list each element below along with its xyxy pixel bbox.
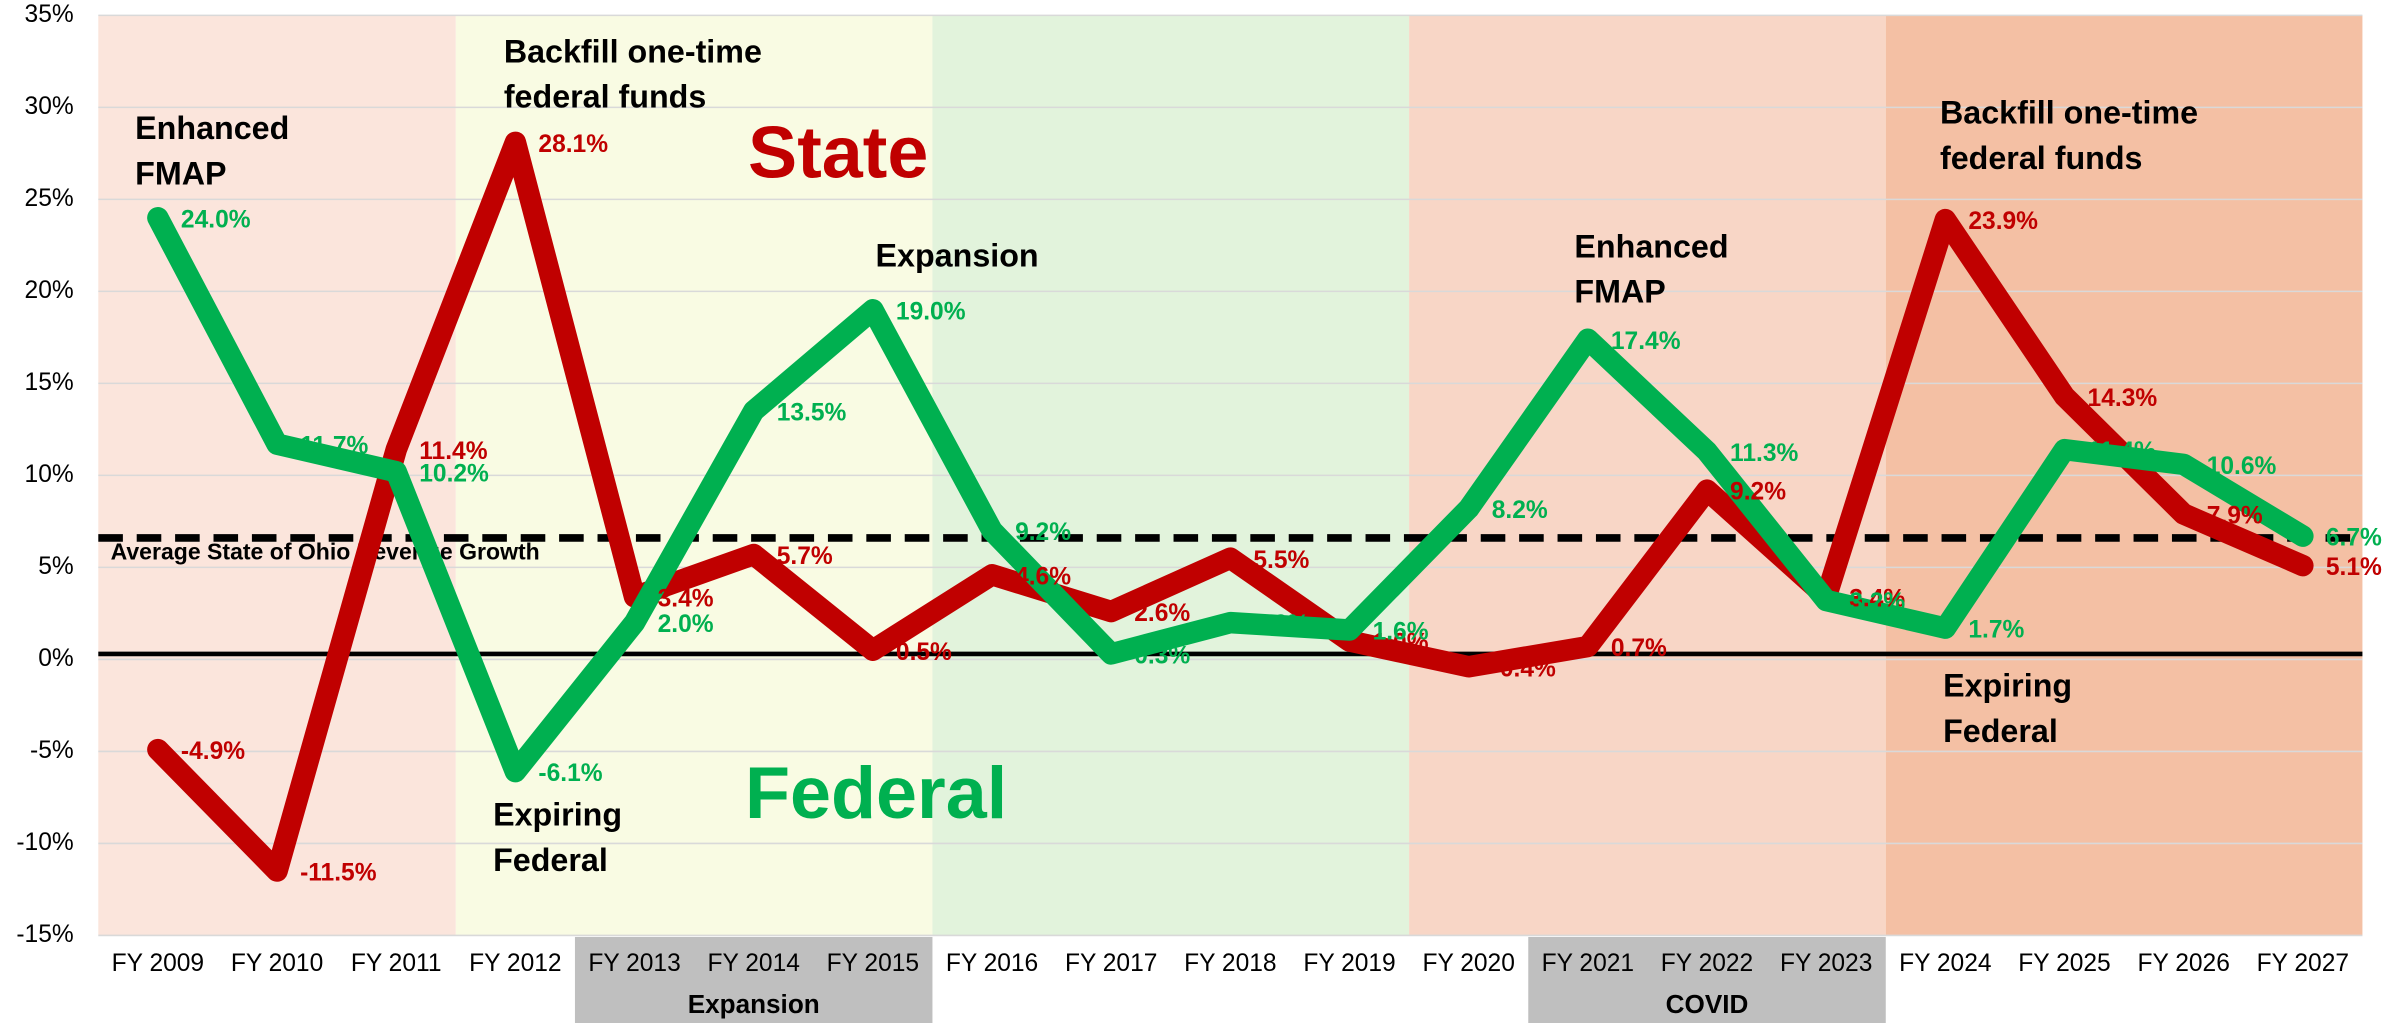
- y-tick-label: 10%: [25, 461, 74, 488]
- annotation: Enhanced: [1574, 228, 1728, 264]
- data-label: 1.7%: [1968, 617, 2024, 644]
- y-tick-label: 35%: [25, 1, 74, 28]
- annotation: Backfill one-time: [504, 33, 762, 69]
- data-label: 23.9%: [1968, 208, 2038, 235]
- data-label: 5.7%: [777, 543, 833, 570]
- data-label: 8.2%: [1492, 497, 1548, 524]
- x-tick-label: FY 2011: [351, 950, 442, 977]
- data-label: 2.0%: [658, 611, 714, 638]
- x-tick-label: FY 2015: [827, 950, 919, 977]
- data-label: 1.6%: [1373, 619, 1429, 646]
- x-tick-label: FY 2010: [231, 950, 323, 977]
- x-tick-label: FY 2022: [1661, 950, 1753, 977]
- series-line: [147, 207, 2314, 783]
- data-label: 19.0%: [896, 298, 966, 325]
- data-label: 6.7%: [2326, 525, 2382, 552]
- data-label: 13.5%: [777, 400, 847, 427]
- data-label: 3.4%: [658, 585, 714, 612]
- data-label: 0.5%: [896, 639, 952, 666]
- data-label: -4.9%: [181, 738, 245, 765]
- y-tick-label: 5%: [38, 553, 74, 580]
- data-label: 7.9%: [2207, 503, 2263, 530]
- data-label: 1.0%: [1373, 630, 1429, 657]
- data-label: -0.4%: [1492, 655, 1556, 682]
- annotation: Federal: [493, 842, 608, 878]
- data-label: 3.2%: [1849, 589, 1905, 616]
- x-tick-label: FY 2013: [588, 950, 680, 977]
- annotation: Backfill one-time: [1940, 95, 2198, 131]
- x-tick-label: FY 2023: [1780, 950, 1872, 977]
- annotation: federal funds: [504, 79, 707, 115]
- group-label: COVID: [1666, 989, 1749, 1019]
- data-label: 5.1%: [2326, 554, 2382, 581]
- y-tick-label: -15%: [16, 921, 73, 948]
- y-tick-label: 30%: [25, 93, 74, 120]
- x-tick-label: FY 2026: [2137, 950, 2229, 977]
- x-tick-label: FY 2021: [1542, 950, 1634, 977]
- data-label: 14.3%: [2088, 385, 2158, 412]
- data-label: 11.3%: [1730, 440, 1798, 467]
- x-tick-label: FY 2025: [2018, 950, 2110, 977]
- group-box: [574, 936, 933, 1023]
- data-label: 10.2%: [419, 460, 489, 487]
- annotation: Expiring: [1943, 668, 2072, 704]
- data-label: 0.3%: [1134, 642, 1190, 669]
- legend-label: Federal: [745, 751, 1007, 834]
- data-label: -6.1%: [538, 760, 602, 787]
- data-label: 5.5%: [1253, 547, 1309, 574]
- legend-label: State: [748, 111, 928, 194]
- x-tick-label: FY 2019: [1303, 950, 1395, 977]
- y-tick-label: 20%: [25, 277, 74, 304]
- data-label: 24.0%: [181, 206, 251, 233]
- x-tick-label: FY 2014: [707, 950, 799, 977]
- group-label: Expansion: [688, 989, 820, 1019]
- annotation: Expiring: [493, 797, 622, 833]
- data-label: 10.6%: [2207, 453, 2277, 480]
- series-line: [147, 131, 2314, 882]
- annotation: FMAP: [135, 155, 226, 191]
- data-label: 0.7%: [1611, 635, 1667, 662]
- y-tick-label: -10%: [16, 829, 73, 856]
- y-tick-label: 25%: [25, 185, 74, 212]
- data-label: -11.5%: [300, 860, 377, 887]
- x-tick-label: FY 2027: [2257, 950, 2349, 977]
- data-label: 4.6%: [1015, 563, 1071, 590]
- annotation: FMAP: [1574, 274, 1665, 310]
- y-tick-label: -5%: [30, 737, 74, 764]
- x-tick-label: FY 2024: [1899, 950, 1991, 977]
- y-tick-label: 15%: [25, 369, 74, 396]
- data-label: 17.4%: [1611, 328, 1681, 355]
- annotation: Federal: [1943, 713, 2058, 749]
- data-label: 9.2%: [1730, 479, 1786, 506]
- data-label: 9.2%: [1015, 519, 1071, 546]
- reference-label: Average State of Ohio Revenue Growth: [111, 538, 540, 564]
- x-tick-label: FY 2016: [946, 950, 1038, 977]
- data-label: 2.6%: [1134, 600, 1190, 627]
- x-tick-label: FY 2009: [112, 950, 204, 977]
- x-tick-label: FY 2017: [1065, 950, 1157, 977]
- data-label: 28.1%: [538, 131, 608, 158]
- data-label: 3.4%: [1849, 585, 1905, 612]
- y-tick-label: 0%: [38, 645, 74, 672]
- data-label: 2.0%: [1253, 611, 1309, 638]
- x-tick-label: FY 2012: [469, 950, 561, 977]
- group-box: [1528, 936, 1886, 1023]
- x-tick-label: FY 2020: [1422, 950, 1514, 977]
- data-label: 11.7%: [300, 433, 368, 460]
- annotation: Enhanced: [135, 110, 289, 146]
- annotation: Expansion: [876, 238, 1039, 274]
- x-tick-label: FY 2018: [1184, 950, 1276, 977]
- data-label: 11.4%: [419, 438, 487, 465]
- data-label: 11.4%: [2088, 438, 2156, 465]
- annotation: federal funds: [1940, 140, 2143, 176]
